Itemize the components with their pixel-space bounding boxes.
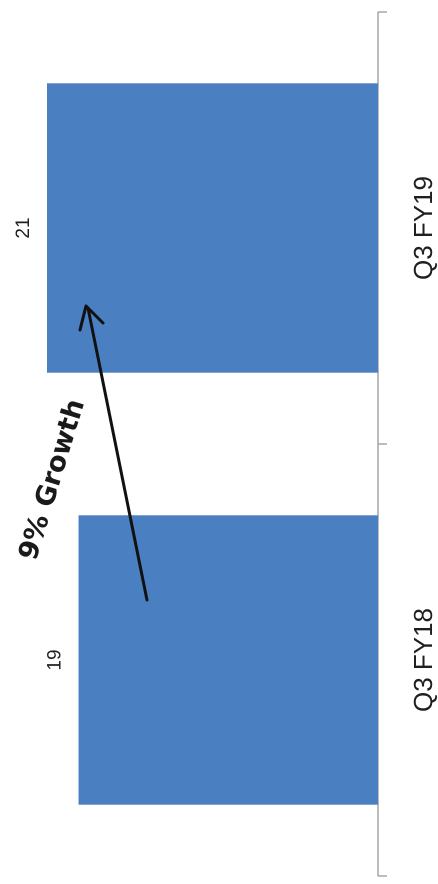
growth-arrow-head (78, 304, 105, 332)
bar-q3-fy18 (78, 515, 379, 805)
data-label: 19 (45, 649, 66, 670)
category-label: Q3 FY19 (408, 176, 438, 280)
bar-series (47, 83, 379, 805)
data-label: 21 (13, 217, 34, 238)
category-axis (377, 11, 387, 877)
category-label: Q3 FY18 (408, 608, 438, 712)
bar-q3-fy19 (47, 83, 378, 373)
growth-arrow (86, 306, 149, 602)
category-labels: Q3 FY18 Q3 FY19 (408, 176, 438, 712)
